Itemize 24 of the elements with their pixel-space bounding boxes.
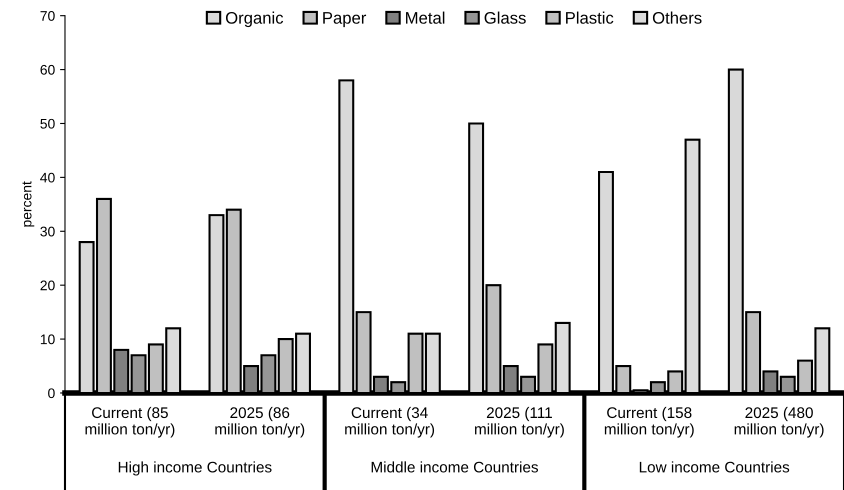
y-tick-label: 30 [40,226,55,236]
text: Low income Countries [640,461,790,473]
x-tick-label: Current (34 million ton/yr) [345,406,434,438]
text: Middle income Countries [372,461,538,473]
y-axis-title: percent [22,181,34,227]
legend-label: Plastic [566,12,614,24]
x-tick-label: 2025 (111 million ton/yr) [475,406,564,438]
x-tick-label: Current (158 million ton/yr) [604,406,694,438]
y-tick-label: 20 [40,280,55,290]
y-tick-label: 10 [40,334,55,344]
y-tick-label: 60 [40,64,55,75]
x-tick-label: 2025 (86 million ton/yr) [215,406,304,438]
x-tick-label: 2025 (480 million ton/yr) [734,406,824,438]
y-tick-label: 40 [40,172,55,183]
y-tick-label: 50 [40,118,55,129]
y-tick-label: 70 [40,11,55,21]
legend-label: Glass [484,12,526,24]
legend-label: Paper [323,12,366,28]
legend-label: Metal [406,12,444,24]
x-tick-label: Current (85 million ton/yr) [86,406,174,438]
y-tick-label: 0 [48,388,55,398]
text: High income Countries [118,461,272,476]
legend-label: Others [652,12,702,24]
legend-label: Organic [226,12,284,28]
